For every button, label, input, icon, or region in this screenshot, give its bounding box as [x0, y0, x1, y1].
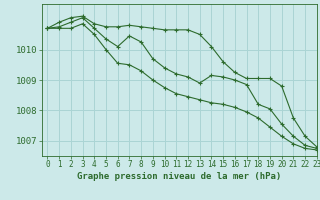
X-axis label: Graphe pression niveau de la mer (hPa): Graphe pression niveau de la mer (hPa)	[77, 172, 281, 181]
